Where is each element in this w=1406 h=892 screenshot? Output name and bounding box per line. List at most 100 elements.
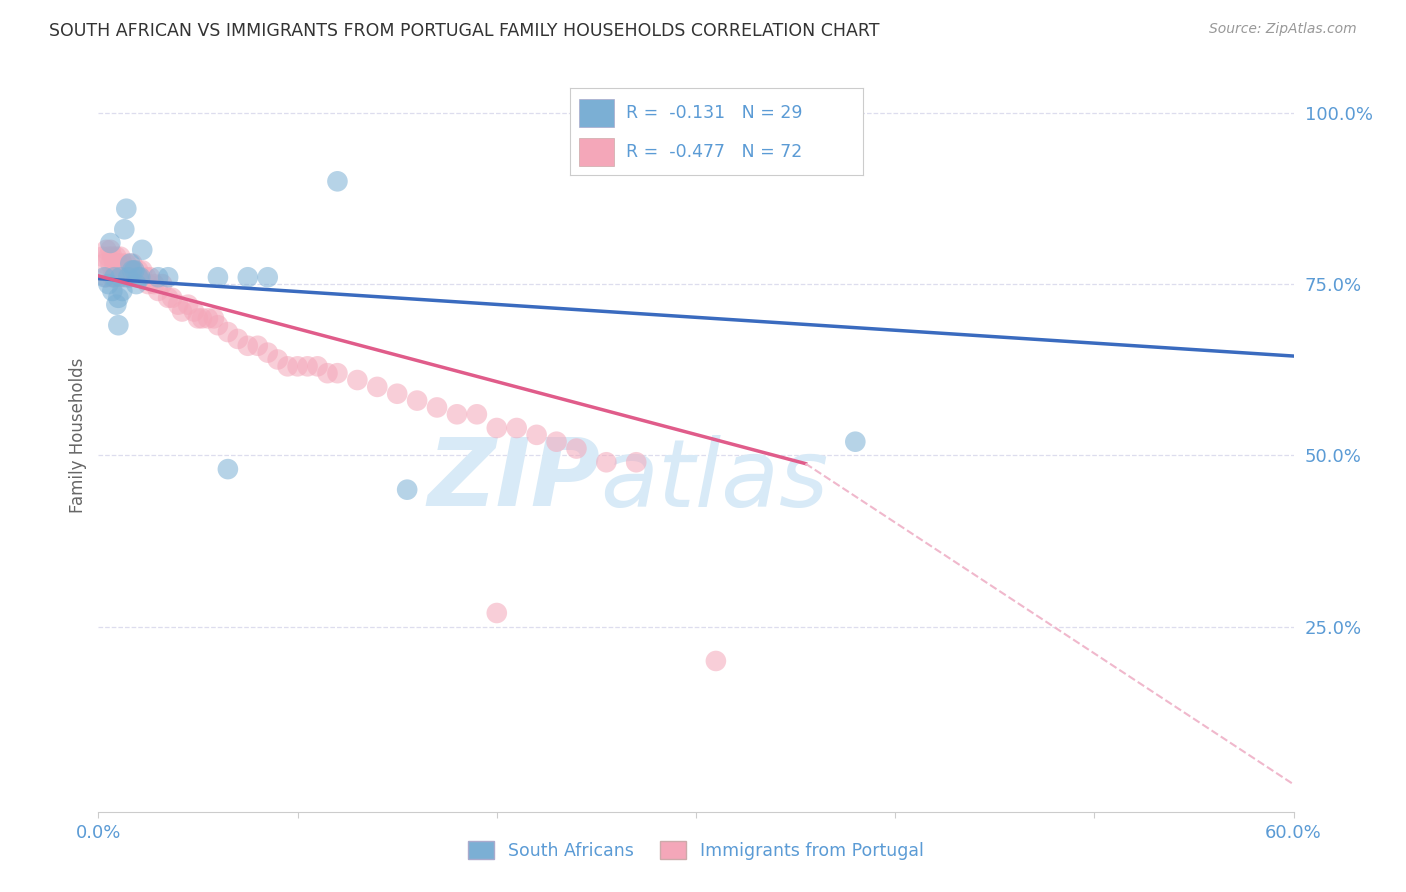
Point <box>844 434 866 449</box>
Point <box>446 407 468 421</box>
Point <box>107 291 129 305</box>
Point <box>326 366 349 380</box>
Point <box>131 243 153 257</box>
Text: ZIP: ZIP <box>427 434 600 526</box>
Point <box>125 270 148 285</box>
Point <box>107 318 129 333</box>
Point <box>236 339 259 353</box>
Point <box>465 407 488 421</box>
Point <box>101 284 124 298</box>
Point <box>107 270 129 285</box>
Point <box>127 270 149 285</box>
Point <box>207 270 229 285</box>
Point <box>485 421 508 435</box>
Point <box>101 250 124 264</box>
Point <box>105 263 128 277</box>
Point <box>103 256 125 270</box>
Point <box>246 339 269 353</box>
Point <box>103 270 125 285</box>
Point <box>236 270 259 285</box>
Point <box>148 270 170 285</box>
Point <box>546 434 568 449</box>
Point <box>346 373 368 387</box>
Point <box>121 256 143 270</box>
Point <box>131 263 153 277</box>
Point <box>127 263 149 277</box>
Point <box>117 263 139 277</box>
Point <box>406 393 429 408</box>
Point <box>120 270 142 285</box>
Point <box>112 222 135 236</box>
Point <box>107 256 129 270</box>
Point <box>202 311 225 326</box>
Point <box>111 256 134 270</box>
Point <box>101 270 124 285</box>
Point <box>297 359 319 374</box>
Point <box>117 270 139 285</box>
Point <box>135 270 157 285</box>
Point <box>167 298 190 312</box>
Point <box>385 386 409 401</box>
Text: SOUTH AFRICAN VS IMMIGRANTS FROM PORTUGAL FAMILY HOUSEHOLDS CORRELATION CHART: SOUTH AFRICAN VS IMMIGRANTS FROM PORTUGA… <box>49 22 880 40</box>
Point <box>704 654 727 668</box>
Point <box>124 263 146 277</box>
Point <box>177 298 200 312</box>
Point <box>326 174 349 188</box>
Point <box>136 277 159 291</box>
Point <box>626 455 648 469</box>
Point <box>172 304 194 318</box>
Point <box>183 304 205 318</box>
Point <box>115 256 138 270</box>
Point <box>148 284 170 298</box>
Point <box>277 359 299 374</box>
Point <box>105 298 128 312</box>
Point <box>103 270 125 285</box>
Point <box>143 277 166 291</box>
Point <box>139 270 162 285</box>
Point <box>112 270 135 285</box>
Point <box>426 401 449 415</box>
Point <box>91 250 114 264</box>
Point <box>197 311 219 326</box>
Point <box>256 270 278 285</box>
Point <box>125 277 148 291</box>
Text: Source: ZipAtlas.com: Source: ZipAtlas.com <box>1209 22 1357 37</box>
Point <box>121 263 143 277</box>
Legend: South Africans, Immigrants from Portugal: South Africans, Immigrants from Portugal <box>461 834 931 867</box>
Point <box>111 284 134 298</box>
Point <box>595 455 617 469</box>
Point <box>191 311 214 326</box>
Point <box>93 270 115 285</box>
Point <box>485 606 508 620</box>
Point <box>366 380 388 394</box>
Point <box>187 311 209 326</box>
Point <box>506 421 529 435</box>
Point <box>226 332 249 346</box>
Point <box>307 359 329 374</box>
Point <box>96 270 118 285</box>
Point <box>217 462 239 476</box>
Point <box>217 325 239 339</box>
Point <box>157 291 180 305</box>
Point <box>93 256 115 270</box>
Point <box>110 250 132 264</box>
Point <box>396 483 419 497</box>
Point <box>110 263 132 277</box>
Point <box>120 256 142 270</box>
Point <box>526 427 548 442</box>
Point <box>207 318 229 333</box>
Point <box>96 243 118 257</box>
Point <box>115 202 138 216</box>
Point <box>157 270 180 285</box>
Point <box>565 442 588 456</box>
Point <box>124 263 146 277</box>
Point <box>256 345 278 359</box>
Point <box>98 243 122 257</box>
Point <box>98 256 122 270</box>
Point <box>110 270 132 285</box>
Point <box>150 277 173 291</box>
Y-axis label: Family Households: Family Households <box>69 357 87 513</box>
Point <box>97 250 120 264</box>
Point <box>160 291 183 305</box>
Text: atlas: atlas <box>600 434 828 525</box>
